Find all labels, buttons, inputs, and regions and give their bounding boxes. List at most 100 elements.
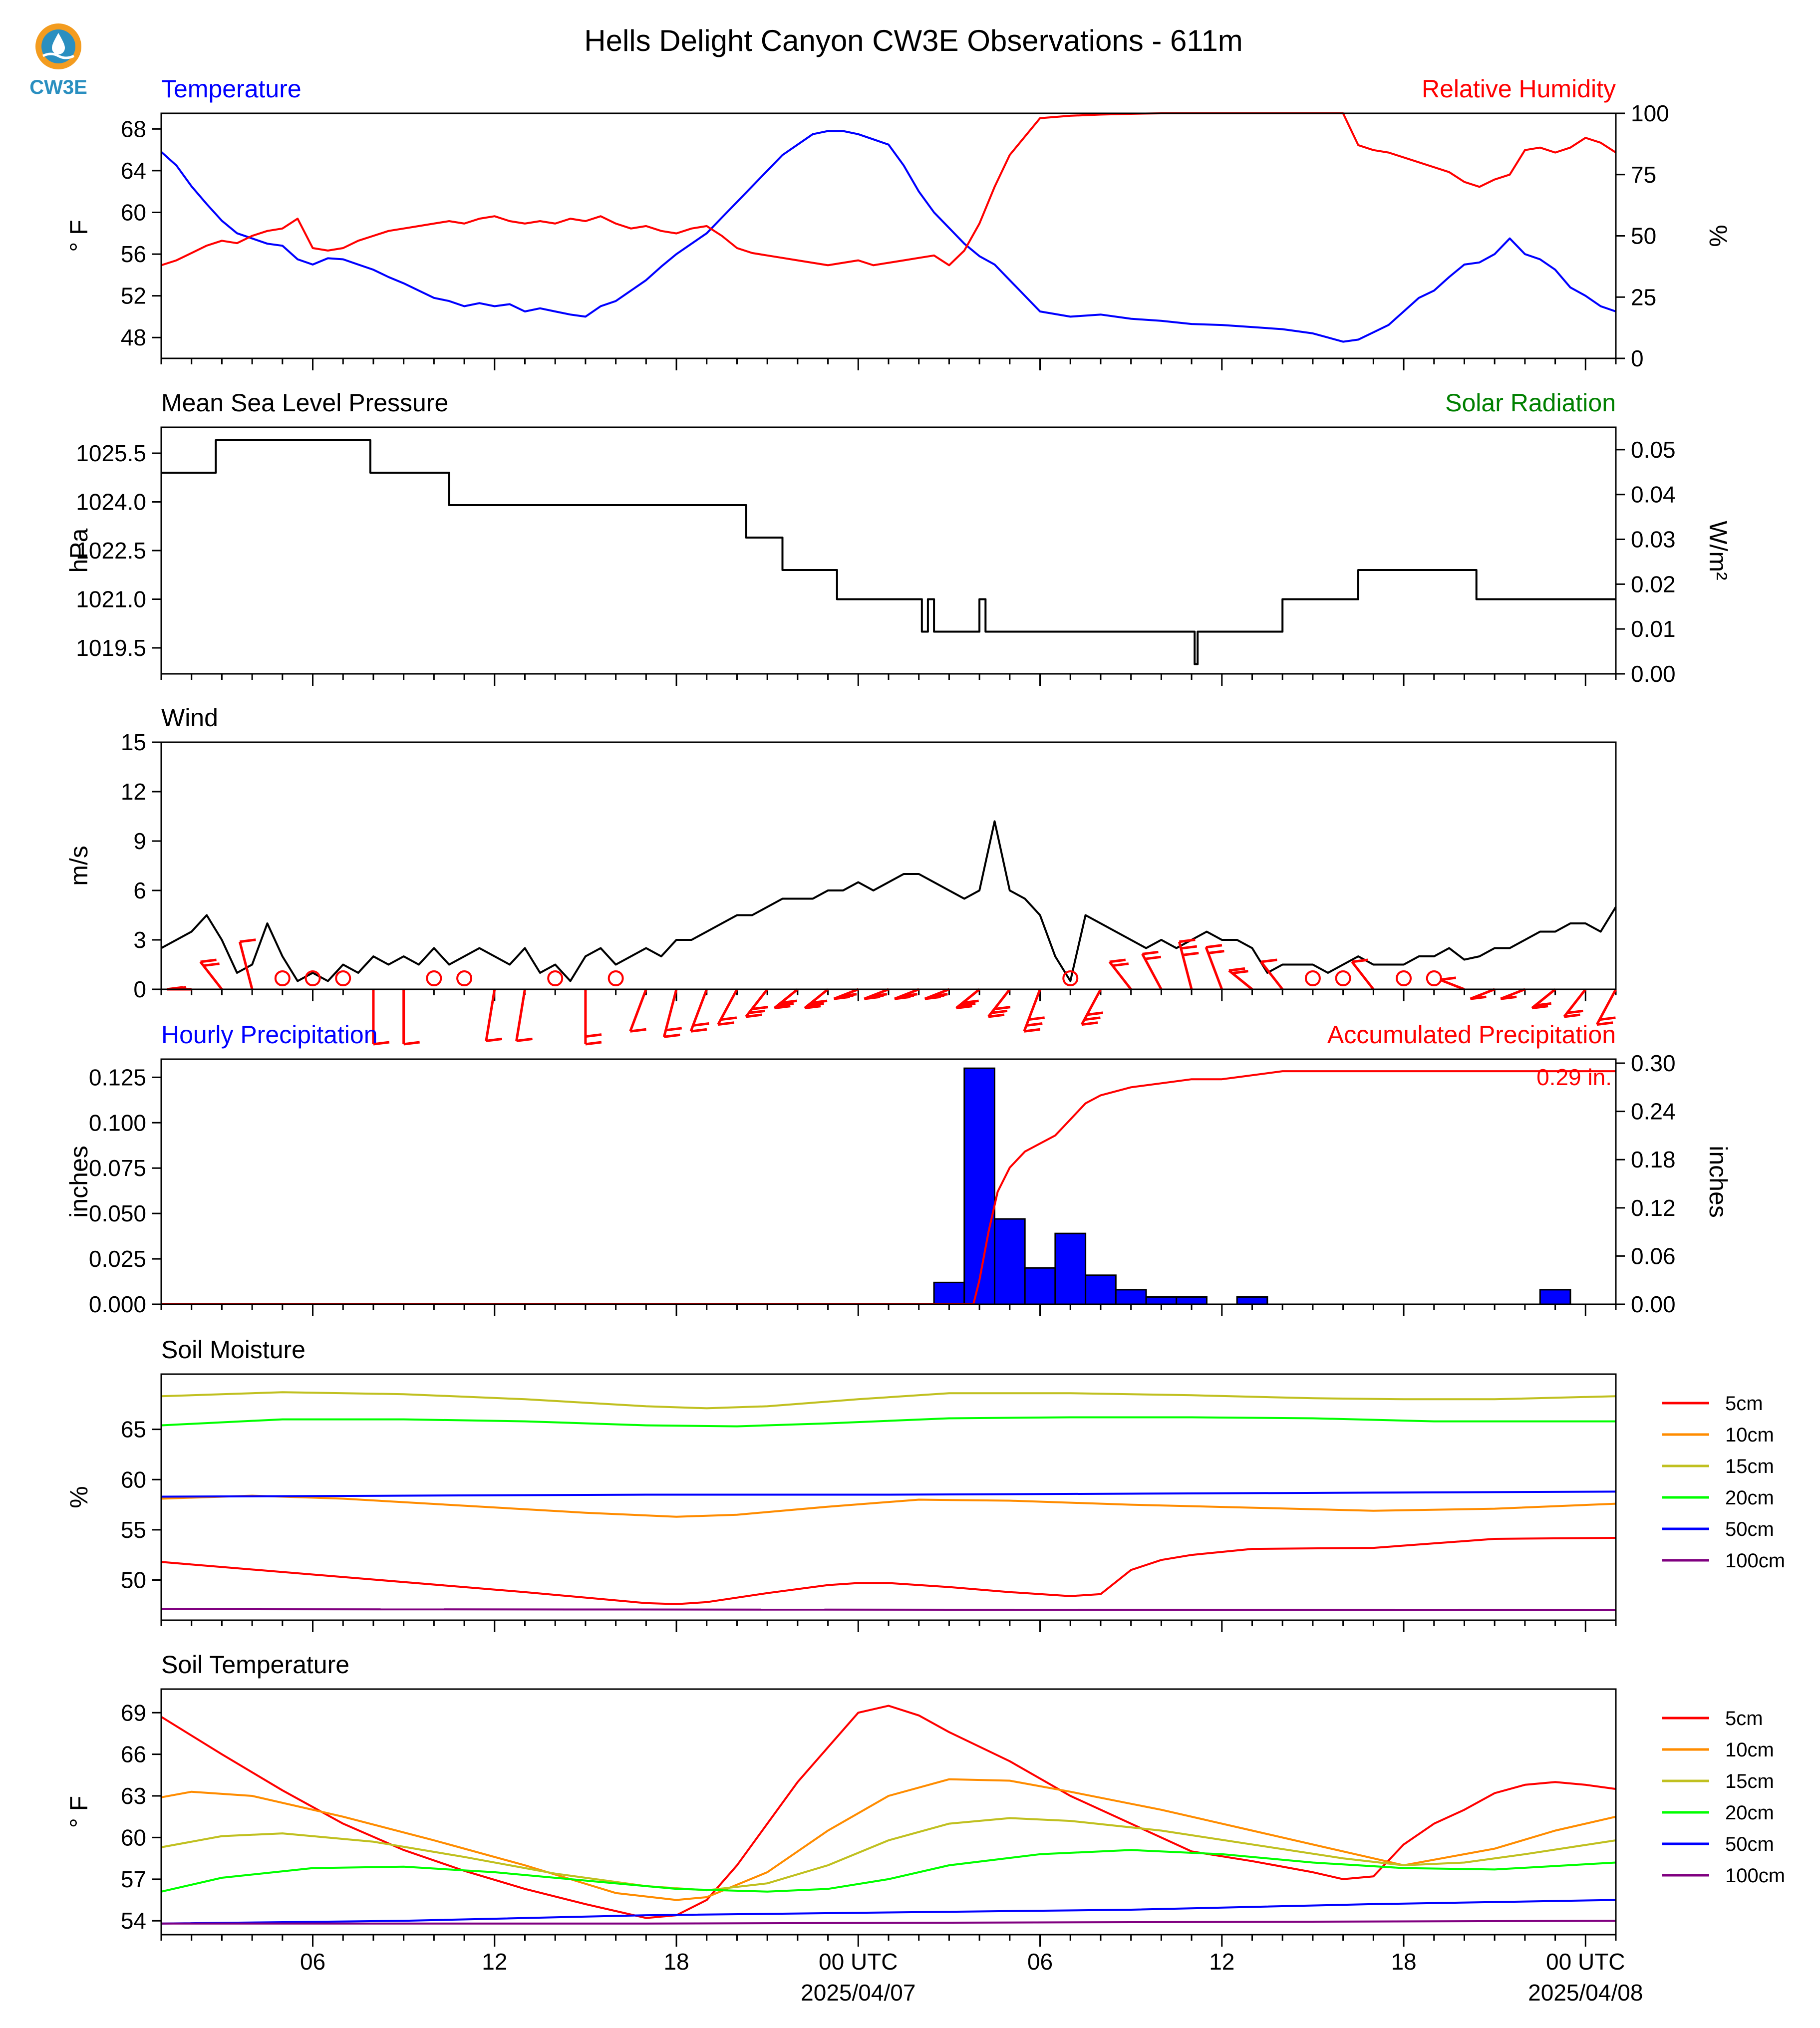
y-tick-label: 55 <box>121 1517 146 1543</box>
y-tick-label: 1019.5 <box>76 635 146 661</box>
y-tick-label: 52 <box>121 283 146 309</box>
legend-label: 15cm <box>1725 1455 1774 1477</box>
wind-barb-flag <box>665 1027 682 1032</box>
figure-title: Hells Delight Canyon CW3E Observations -… <box>584 24 1242 57</box>
y-tick-label: 12 <box>121 779 146 805</box>
wind-barb-flag <box>811 999 828 1004</box>
y2-tick-label: 100 <box>1631 100 1669 126</box>
water-drop-icon <box>52 33 65 54</box>
y-tick-label: 0.025 <box>89 1246 146 1272</box>
wind-barb-flag <box>1531 1005 1548 1010</box>
wind-barb-calm <box>304 970 321 986</box>
y2-axis-label: inches <box>1704 1146 1732 1218</box>
wind-barb-flag <box>403 1041 420 1046</box>
legend-label: 10cm <box>1725 1739 1774 1761</box>
x-tick-label: 18 <box>663 1949 689 1975</box>
y-tick-label: 0.075 <box>89 1155 146 1181</box>
wind-barb-flag <box>1208 950 1224 955</box>
precip-bar <box>1539 1289 1571 1305</box>
series-50cm <box>161 1490 1616 1498</box>
legend: 5cm 10cm 15cm 20cm 50cm 100cm <box>1662 1708 1785 1887</box>
wind-barb-calm <box>1335 970 1351 986</box>
panel-title-right: Accumulated Precipitation <box>1327 1021 1616 1049</box>
y-tick-label: 0.050 <box>89 1200 146 1226</box>
wind-barb-flag <box>777 1002 794 1007</box>
y-axis-label: m/s <box>65 846 93 886</box>
wind-barb-flag <box>203 962 220 967</box>
series-right-0 <box>161 1070 1616 1305</box>
y2-tick-label: 0.02 <box>1631 571 1676 597</box>
plot-frame <box>160 741 1617 990</box>
wind-barb-flag <box>1500 995 1517 1000</box>
legend: 5cm 10cm 15cm 20cm 50cm 100cm <box>1662 1393 1785 1572</box>
x-date-label: 2025/04/07 <box>801 1980 915 2006</box>
x-tick-label: 06 <box>1027 1949 1053 1975</box>
x-axis: 06 12 18 00 UTC 06 12 18 00 UTC 2025/04/07 2025/0… <box>300 1949 1643 2006</box>
wind-barb-flag <box>988 1013 1005 1018</box>
y-tick-label: 0.125 <box>89 1064 146 1090</box>
legend-label: 100cm <box>1725 1865 1785 1887</box>
series-left-0 <box>161 439 1616 665</box>
precip-bar <box>963 1067 995 1305</box>
y2-tick-label: 0.00 <box>1631 1291 1676 1317</box>
panel-soil_temperature: Soil Temperature 54 57 60 63 66 69 ° F 5cm 10cm 15… <box>65 1651 1785 1947</box>
y-tick-label: 1025.5 <box>76 440 146 466</box>
wind-barb-flag <box>1024 1028 1041 1033</box>
y-tick-label: 6 <box>133 877 146 903</box>
wind-barb-flag <box>1179 938 1196 943</box>
y2-tick-label: 0.04 <box>1631 482 1676 508</box>
wind-barb-flag <box>1599 1016 1616 1021</box>
legend-label: 20cm <box>1725 1802 1774 1824</box>
precip-bar <box>933 1281 965 1305</box>
wind-barb-calm <box>426 970 442 986</box>
series-15cm <box>161 1817 1616 1892</box>
panel-wind: Wind 0 3 6 9 12 15 m/s <box>65 704 1617 1046</box>
wind-barb-staff <box>238 941 254 990</box>
wind-barb-flag <box>486 1037 503 1042</box>
wind-barb-flag <box>1181 945 1198 950</box>
panel-title: Soil Moisture <box>161 1336 305 1364</box>
wind-barb-flag <box>781 999 797 1004</box>
wind-barb-flag <box>1228 967 1245 972</box>
precip-bar <box>993 1218 1026 1305</box>
y2-tick-label: 0.18 <box>1631 1147 1676 1172</box>
y-tick-label: 66 <box>121 1741 146 1767</box>
wind-barb-flag <box>808 1002 824 1007</box>
wind-barb-flag <box>774 1005 791 1010</box>
y-tick-label: 1022.5 <box>76 538 146 564</box>
y2-tick-label: 0 <box>1631 345 1644 371</box>
wind-barb-flag <box>1232 970 1248 975</box>
wind-barb-calm <box>456 970 473 986</box>
wind-barb-flag <box>1564 1013 1580 1018</box>
legend-label: 50cm <box>1725 1518 1774 1540</box>
panel-soil_moisture: Soil Moisture 50 55 60 65% 5cm 10cm 15cm 20cm 50c… <box>65 1336 1785 1632</box>
y-tick-label: 60 <box>121 1824 146 1850</box>
y-tick-label: 50 <box>121 1567 146 1593</box>
wind-barb-flag <box>693 1022 709 1027</box>
series-20cm <box>161 1416 1616 1428</box>
precip-bar <box>1236 1296 1268 1305</box>
series-10cm <box>161 1494 1616 1518</box>
panel-title: Temperature <box>161 75 302 103</box>
plot-frame <box>160 1373 1617 1621</box>
series-5cm <box>161 1537 1616 1605</box>
wind-barb-flag <box>516 1037 533 1042</box>
y2-tick-label: 0.01 <box>1631 616 1676 642</box>
wind-barb-flag <box>871 993 888 998</box>
y-tick-label: 54 <box>121 1908 146 1934</box>
wind-barb-flag <box>200 958 217 963</box>
wind-barb-flag <box>1145 955 1162 960</box>
wind-barb-flag <box>1081 1021 1098 1026</box>
y-axis-label: ° F <box>65 1796 93 1828</box>
y-tick-label: 65 <box>121 1417 146 1443</box>
panel-title: Wind <box>161 704 218 732</box>
legend-label: 20cm <box>1725 1487 1774 1509</box>
wind-barb-flag <box>1087 1011 1103 1016</box>
panels: Temperature Relative Humidity485256606468… <box>65 75 1785 1947</box>
series-20cm <box>161 1849 1616 1893</box>
y2-tick-label: 0.06 <box>1631 1243 1676 1269</box>
wind-barb-flag <box>1567 1009 1583 1014</box>
wind-barb-flag <box>1084 1016 1101 1021</box>
series-line-0 <box>161 820 1617 982</box>
wind-barb-flag <box>1206 944 1222 949</box>
